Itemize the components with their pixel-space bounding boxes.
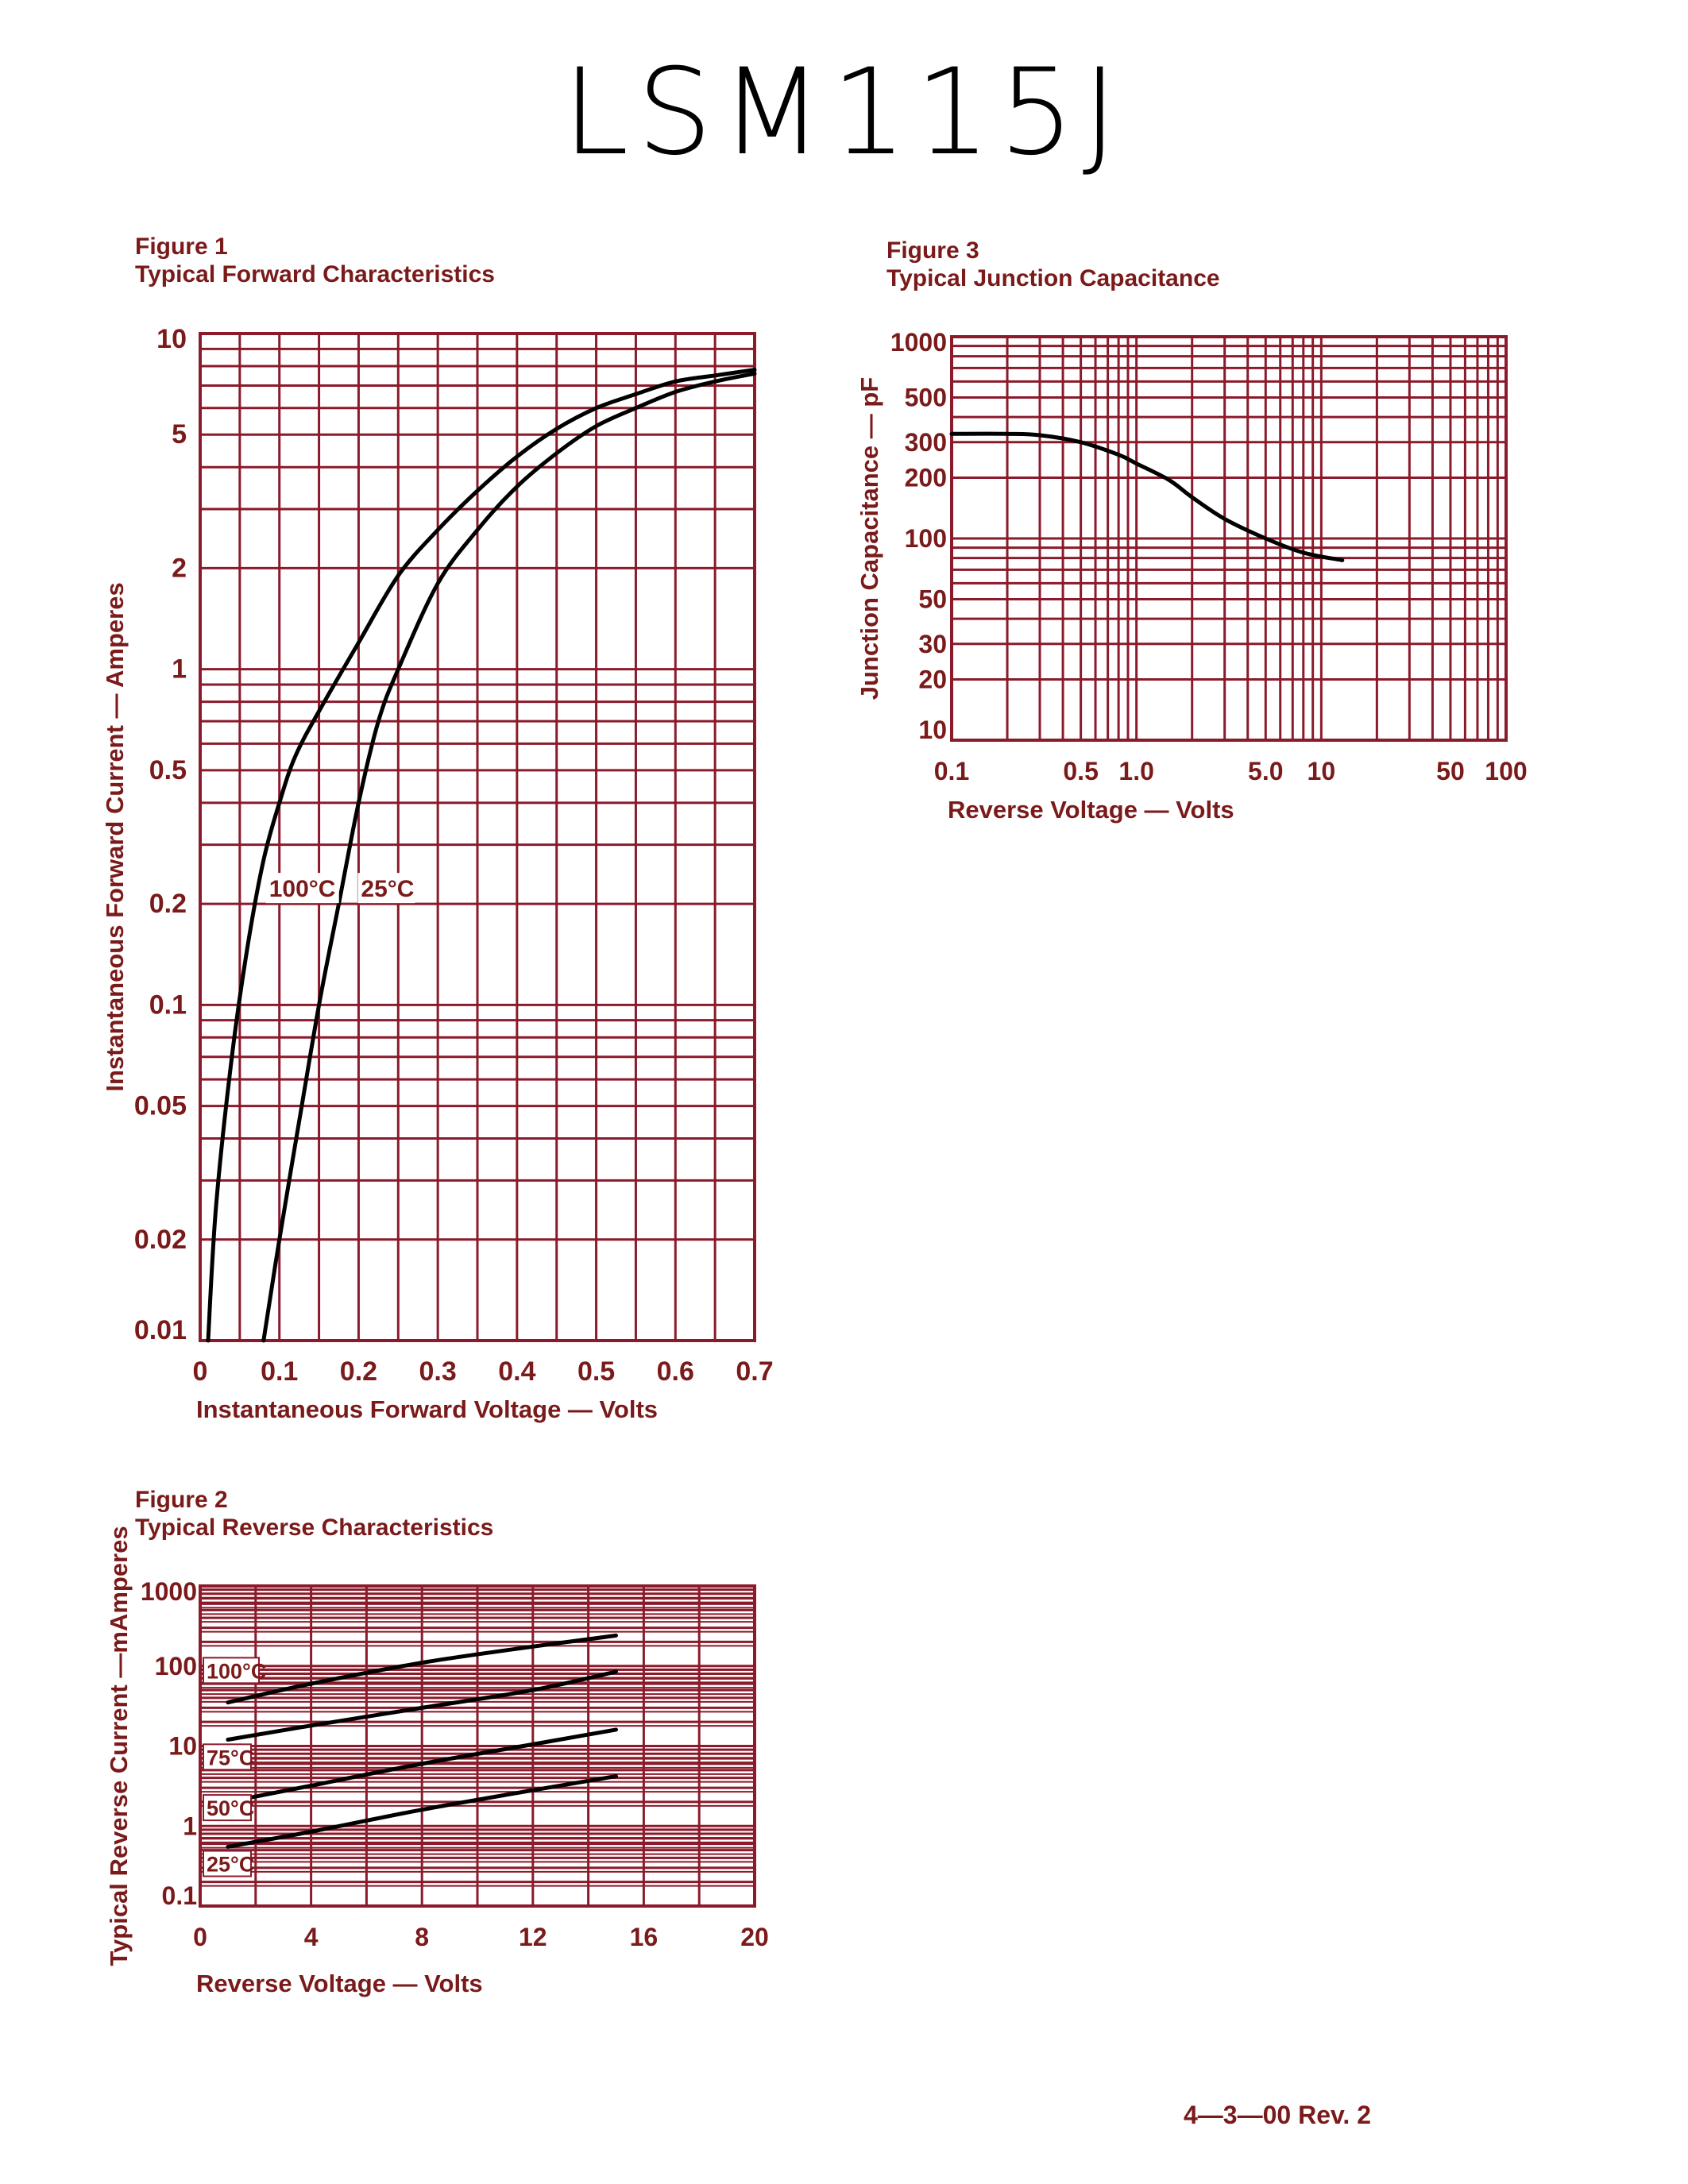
series-label-1: 100°C <box>265 873 339 904</box>
x-tick-label: 0.5 <box>1063 757 1098 785</box>
figure-label: Figure 2 <box>135 1487 228 1513</box>
y-tick-label: 0.05 <box>134 1091 187 1121</box>
figure-label: Figure 3 <box>886 237 979 264</box>
page-title: LSM115J <box>562 44 1126 182</box>
series-label-text: 25°C <box>207 1853 254 1877</box>
y-tick-label: 10 <box>918 716 947 744</box>
y-tick-label: 0.02 <box>134 1225 187 1255</box>
y-tick-label: 0.5 <box>149 755 187 785</box>
y-tick-label: 10 <box>168 1732 197 1761</box>
series-label-text: 25°C <box>361 876 414 902</box>
y-tick-label: 500 <box>905 383 947 411</box>
x-tick-label: 4 <box>304 1923 319 1951</box>
y-tick-label: 50 <box>918 585 947 613</box>
y-tick-label: 300 <box>905 428 947 457</box>
series-label-3: 50°C <box>203 1794 254 1822</box>
y-tick-label: 100 <box>155 1652 197 1680</box>
series-curve-1 <box>206 368 757 1343</box>
y-tick-label: 30 <box>918 630 947 658</box>
x-axis-label: Instantaneous Forward Voltage — Volts <box>196 1395 658 1423</box>
plot-frame <box>199 1584 756 1908</box>
series-curve-3 <box>226 1727 618 1804</box>
plot-frame <box>199 332 756 1342</box>
figure-title: Typical Reverse Characteristics <box>135 1515 493 1541</box>
x-tick-label: 0.6 <box>657 1356 694 1387</box>
series-label-bg <box>357 873 415 904</box>
y-axis-label: Instantaneous Forward Current — Amperes <box>101 582 129 1091</box>
x-tick-label: 0.1 <box>934 757 969 785</box>
x-tick-label: 12 <box>519 1923 547 1951</box>
series-label-4: 25°C <box>203 1850 254 1877</box>
y-tick-label: 1000 <box>890 328 947 357</box>
grid <box>199 332 756 1342</box>
y-tick-label: 0.1 <box>162 1881 197 1910</box>
series-label-box <box>203 1743 252 1771</box>
x-tick-label: 0.7 <box>736 1356 773 1387</box>
series-label-1: 100°C <box>203 1657 266 1684</box>
grid <box>199 1584 756 1908</box>
figure-label: Figure 1 <box>135 233 228 260</box>
x-tick-label: 0.1 <box>261 1356 298 1387</box>
x-axis-label: Reverse Voltage — Volts <box>196 1970 483 1997</box>
y-tick-label: 200 <box>905 464 947 492</box>
x-tick-label: 0.2 <box>340 1356 377 1387</box>
x-axis-label: Reverse Voltage — Volts <box>948 796 1234 824</box>
x-tick-label: 50 <box>1436 757 1465 785</box>
y-tick-label: 5 <box>172 419 187 450</box>
series-label-box <box>203 1657 260 1684</box>
x-tick-label: 1.0 <box>1118 757 1153 785</box>
series-label-box <box>203 1794 252 1822</box>
x-tick-label: 8 <box>415 1923 429 1951</box>
series-label-text: 50°C <box>207 1796 254 1820</box>
y-tick-label: 2 <box>172 553 187 583</box>
series-label-text: 100°C <box>269 876 336 902</box>
figure-title: Typical Junction Capacitance <box>886 265 1220 291</box>
y-tick-label: 20 <box>918 666 947 694</box>
series-label-2: 75°C <box>203 1743 254 1771</box>
x-tick-label: 0.4 <box>498 1356 535 1387</box>
x-tick-label: 100 <box>1485 757 1527 785</box>
y-tick-label: 0.01 <box>134 1315 187 1345</box>
figure-title: Typical Forward Characteristics <box>135 261 495 287</box>
y-tick-label: 0.1 <box>149 990 187 1020</box>
grid <box>950 335 1508 742</box>
x-tick-label: 10 <box>1308 757 1336 785</box>
y-tick-label: 0.2 <box>149 889 187 919</box>
y-tick-label: 1 <box>183 1812 197 1840</box>
x-tick-label: 16 <box>630 1923 659 1951</box>
x-tick-label: 0.5 <box>577 1356 615 1387</box>
series-label-2: 25°C <box>357 873 415 904</box>
x-tick-label: 0 <box>193 1356 208 1387</box>
series-curve-2 <box>261 371 757 1343</box>
plot-frame <box>950 335 1508 742</box>
x-tick-label: 20 <box>740 1923 769 1951</box>
series-label-box <box>203 1850 252 1877</box>
x-tick-label: 0 <box>193 1923 207 1951</box>
y-tick-label: 100 <box>905 524 947 553</box>
revision-footer: 4—3—00 Rev. 2 <box>1184 2101 1371 2129</box>
series-curve-4 <box>226 1774 618 1849</box>
y-axis-label: Typical Reverse Current —mAmperes <box>105 1526 133 1966</box>
series-label-bg <box>265 873 339 904</box>
series-label-text: 75°C <box>207 1746 254 1769</box>
series-curve-1 <box>949 431 1345 562</box>
x-tick-label: 0.3 <box>419 1356 457 1387</box>
series-curve-1 <box>226 1633 618 1705</box>
series-curve-2 <box>226 1669 618 1742</box>
y-tick-label: 10 <box>156 324 187 354</box>
y-tick-label: 1 <box>172 654 187 685</box>
x-tick-label: 5.0 <box>1248 757 1283 785</box>
y-axis-label: Junction Capacitance — pF <box>856 377 883 700</box>
y-tick-label: 1000 <box>141 1577 197 1606</box>
series-label-text: 100°C <box>207 1659 266 1683</box>
